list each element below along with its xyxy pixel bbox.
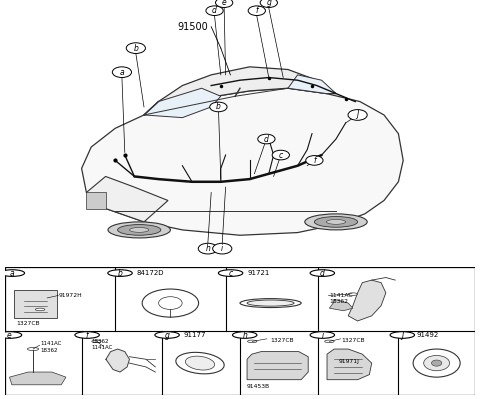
Text: 18362: 18362 <box>92 339 109 344</box>
Text: 91453B: 91453B <box>247 383 270 389</box>
Circle shape <box>310 332 335 338</box>
Text: J: J <box>401 330 403 340</box>
Circle shape <box>108 270 132 277</box>
Circle shape <box>155 332 180 338</box>
FancyBboxPatch shape <box>14 290 57 318</box>
Ellipse shape <box>305 214 367 230</box>
Text: e: e <box>7 330 12 340</box>
Text: 91721: 91721 <box>247 270 269 276</box>
Polygon shape <box>10 372 66 385</box>
Circle shape <box>260 0 277 8</box>
Text: a: a <box>120 68 124 77</box>
Text: e: e <box>222 0 227 7</box>
Circle shape <box>248 340 257 343</box>
Circle shape <box>258 134 275 144</box>
Polygon shape <box>247 352 308 380</box>
Text: d: d <box>212 6 217 15</box>
Ellipse shape <box>432 360 442 366</box>
Text: g: g <box>266 0 271 7</box>
Circle shape <box>306 156 323 165</box>
Circle shape <box>232 332 257 338</box>
Text: b: b <box>133 43 138 53</box>
Polygon shape <box>329 299 353 311</box>
Circle shape <box>310 270 335 277</box>
Polygon shape <box>144 88 221 118</box>
Circle shape <box>218 270 243 277</box>
Text: h: h <box>205 244 210 253</box>
Circle shape <box>390 332 415 338</box>
Text: f: f <box>255 6 258 15</box>
Text: 1327CB: 1327CB <box>16 321 40 326</box>
Text: 91500: 91500 <box>178 22 208 32</box>
Ellipse shape <box>326 219 346 224</box>
Circle shape <box>36 308 45 311</box>
Ellipse shape <box>247 300 294 306</box>
Text: i: i <box>321 330 324 340</box>
Text: 91492: 91492 <box>416 332 439 338</box>
Text: f: f <box>313 156 316 165</box>
Polygon shape <box>144 67 336 115</box>
Ellipse shape <box>118 225 161 235</box>
Circle shape <box>216 0 233 8</box>
Circle shape <box>248 6 265 16</box>
Text: 18362: 18362 <box>40 348 58 353</box>
Circle shape <box>0 332 22 338</box>
Text: b: b <box>118 269 122 278</box>
Circle shape <box>210 102 227 112</box>
Circle shape <box>75 332 99 338</box>
Text: 1327CB: 1327CB <box>341 338 365 343</box>
Polygon shape <box>327 349 372 380</box>
Text: h: h <box>242 330 247 340</box>
Circle shape <box>198 243 217 254</box>
Ellipse shape <box>130 227 149 232</box>
Text: a: a <box>10 269 14 278</box>
Polygon shape <box>82 88 403 235</box>
Circle shape <box>324 340 334 343</box>
Text: J: J <box>357 111 359 119</box>
Circle shape <box>126 43 145 53</box>
Ellipse shape <box>424 356 450 371</box>
Text: 84172D: 84172D <box>136 270 164 276</box>
Ellipse shape <box>108 222 170 238</box>
Polygon shape <box>86 176 168 222</box>
Text: 1141AC: 1141AC <box>329 293 353 298</box>
Ellipse shape <box>314 217 358 227</box>
Circle shape <box>348 110 367 120</box>
Circle shape <box>112 67 132 77</box>
Ellipse shape <box>185 356 215 370</box>
Polygon shape <box>106 349 130 372</box>
Circle shape <box>27 348 39 351</box>
Circle shape <box>272 150 289 160</box>
Text: c: c <box>228 269 233 278</box>
Text: 1141AC: 1141AC <box>92 345 113 350</box>
Text: 1327CB: 1327CB <box>271 338 294 343</box>
Text: b: b <box>216 103 221 111</box>
Text: g: g <box>165 330 169 340</box>
Circle shape <box>0 270 24 277</box>
Text: 1141AC: 1141AC <box>40 342 61 346</box>
Circle shape <box>206 6 223 16</box>
Circle shape <box>348 293 358 295</box>
Text: 91972H: 91972H <box>59 293 83 298</box>
Polygon shape <box>288 75 336 94</box>
Bar <box>86 192 106 209</box>
Text: i: i <box>221 244 223 253</box>
Circle shape <box>213 243 232 254</box>
Text: f: f <box>86 330 88 340</box>
Text: 91971J: 91971J <box>339 359 360 364</box>
Text: 18362: 18362 <box>329 299 348 304</box>
Text: d: d <box>320 269 325 278</box>
Polygon shape <box>348 280 386 321</box>
Text: c: c <box>279 150 283 160</box>
Text: 91177: 91177 <box>183 332 206 338</box>
Text: d: d <box>264 134 269 144</box>
Circle shape <box>92 340 101 343</box>
